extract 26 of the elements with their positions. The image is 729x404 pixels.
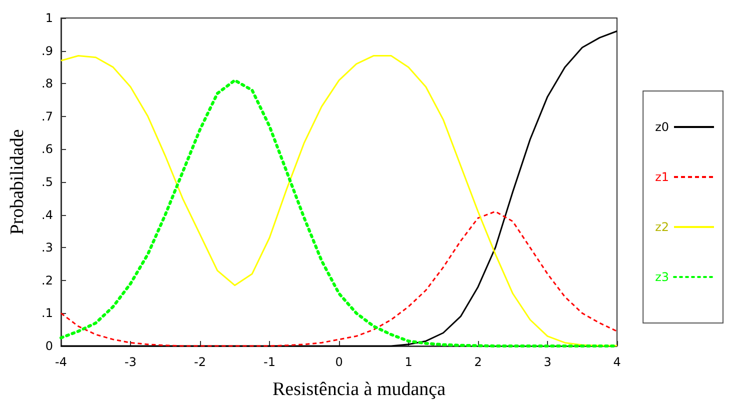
x-axis-title: Resistência à mudança — [272, 379, 446, 400]
x-tick-label: -2 — [194, 355, 206, 369]
y-tick-label: 1 — [45, 11, 53, 25]
y-tick-label: .1 — [42, 306, 53, 320]
x-tick-label: -3 — [124, 355, 136, 369]
y-tick-label: .2 — [42, 273, 53, 288]
x-tick-label: 2 — [474, 355, 482, 369]
y-tick-label: .6 — [42, 142, 53, 156]
x-tick-label: 3 — [544, 355, 552, 369]
y-tick-label: .5 — [42, 175, 53, 189]
y-tick-label: .9 — [42, 44, 53, 58]
x-tick-label: 4 — [613, 355, 621, 369]
legend-label: z3 — [655, 270, 669, 284]
y-tick-label: .8 — [42, 76, 53, 91]
legend-label: z2 — [655, 220, 669, 234]
y-tick-label: .3 — [42, 240, 53, 255]
x-tick-label: 1 — [404, 355, 412, 369]
legend-label: z1 — [655, 170, 669, 184]
y-axis-title: Probabilidade — [7, 129, 28, 235]
x-tick-label: -4 — [55, 355, 67, 369]
x-tick-label: -1 — [264, 355, 276, 369]
y-tick-label: .4 — [42, 208, 53, 222]
legend-label: z0 — [655, 120, 669, 134]
x-tick-label: 0 — [335, 355, 343, 369]
y-tick-label: 0 — [45, 339, 53, 353]
y-tick-label: .7 — [42, 109, 53, 124]
